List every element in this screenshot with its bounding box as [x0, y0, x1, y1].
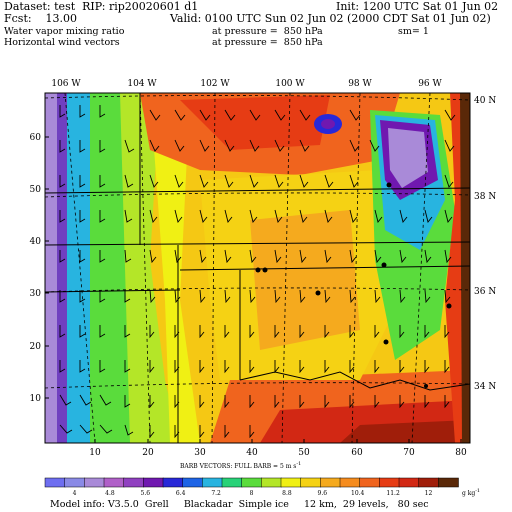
- fcst-line: Fcst: 13.00: [4, 12, 78, 25]
- station-dot: [255, 267, 261, 273]
- x-tick-label: 40: [246, 448, 258, 458]
- lat-label: 38 N: [474, 192, 496, 202]
- state-boundaries: [45, 93, 470, 443]
- lat-label: 36 N: [474, 287, 496, 297]
- lon-label: 98 W: [348, 79, 372, 89]
- lon-label: 104 W: [127, 79, 157, 89]
- lon-label: 106 W: [51, 79, 81, 89]
- colorbar-swatch: [241, 477, 263, 488]
- colorbar-label: 12: [425, 490, 433, 497]
- colorbar-swatch: [103, 477, 125, 488]
- lon-label: 96 W: [418, 79, 442, 89]
- colorbar-swatch: [438, 477, 459, 488]
- colorbar-label: 10.4: [351, 490, 365, 497]
- colorbar-label: 7.2: [211, 490, 221, 497]
- lon-label: 100 W: [275, 79, 305, 89]
- x-tick-label: 20: [142, 448, 154, 458]
- colorbar-label: 5.6: [141, 490, 151, 497]
- station-dot: [262, 267, 268, 273]
- longitude-labels: 106 W 104 W 102 W 100 W 98 W 96 W: [51, 79, 442, 89]
- colorbar-labels: 4 4.8 5.6 6.4 7.2 8 8.8 9.6 10.4 11.2 12: [73, 490, 433, 497]
- station-dot: [446, 303, 452, 309]
- colorbar-swatch: [280, 477, 302, 488]
- init-line: Init: 1200 UTC Sat 01 Jun 02: [336, 0, 499, 13]
- x-tick-label: 80: [455, 448, 467, 458]
- station-markers: [255, 182, 452, 388]
- colorbar-swatch: [418, 477, 440, 488]
- colorbar-swatch: [202, 477, 223, 488]
- colorbar-swatch: [143, 477, 164, 488]
- axis-ticks: [45, 136, 462, 443]
- latitude-labels: 40 N 38 N 36 N 34 N: [474, 96, 496, 392]
- x-tick-label: 30: [194, 448, 206, 458]
- colorbar-swatch: [379, 477, 400, 488]
- station-dot: [315, 290, 321, 296]
- colorbar-unit: g kg-1: [462, 488, 480, 497]
- model-info-footer: Model info: V3.5.0 Grell Blackadar Simpl…: [50, 499, 429, 510]
- barb-vectors-note: BARB VECTORS: FULL BARB = 5 m s-1: [180, 461, 301, 470]
- colorbar-label: 9.6: [318, 490, 328, 497]
- x-tick-label: 10: [89, 448, 101, 458]
- colorbar-label: 4.8: [105, 490, 115, 497]
- colorbar-label: 8: [250, 490, 254, 497]
- colorbar-swatch: [320, 477, 341, 488]
- station-dot: [383, 339, 389, 345]
- colorbar-swatch: [84, 477, 105, 488]
- colorbar-swatch: [261, 477, 282, 488]
- field2-level: at pressure = 850 hPa: [212, 37, 323, 48]
- colorbar-swatch: [64, 477, 86, 488]
- colorbar: [44, 477, 459, 488]
- x-tick-label: 70: [403, 448, 415, 458]
- station-dot: [386, 182, 392, 188]
- colorbar-swatch: [44, 477, 66, 488]
- station-dot: [424, 384, 428, 388]
- colorbar-swatch: [221, 477, 243, 488]
- field1-level: at pressure = 850 hPa: [212, 26, 323, 37]
- y-tick-label: 30: [30, 289, 42, 299]
- colorbar-swatch: [182, 477, 204, 488]
- field2-name: Horizontal wind vectors: [4, 37, 120, 48]
- colorbar-swatch: [123, 477, 145, 488]
- field1-extra: sm= 1: [398, 26, 429, 37]
- colorbar-swatch: [162, 477, 184, 488]
- colorbar-label: 6.4: [176, 490, 186, 497]
- y-tick-label: 40: [30, 237, 42, 247]
- wind-barbs: [59, 105, 456, 439]
- y-tick-label: 50: [30, 185, 42, 195]
- field1-name: Water vapor mixing ratio: [4, 26, 125, 37]
- plot-frame: [44, 92, 471, 444]
- colorbar-swatch: [300, 477, 322, 488]
- colorbar-swatch: [339, 477, 361, 488]
- y-tick-label: 60: [30, 133, 42, 143]
- x-tick-label: 50: [298, 448, 310, 458]
- colorbar-swatch: [359, 477, 381, 488]
- lon-label: 102 W: [200, 79, 230, 89]
- y-tick-label: 20: [30, 342, 42, 352]
- lat-label: 34 N: [474, 382, 496, 392]
- y-axis-labels: 60 50 40 30 20 10: [30, 133, 42, 404]
- colorbar-label: 8.8: [282, 490, 292, 497]
- graticule: [45, 93, 470, 443]
- x-axis-labels: 10 20 30 40 50 60 70 80: [89, 448, 467, 458]
- colorbar-label: 4: [73, 490, 77, 497]
- lat-label: 40 N: [474, 96, 496, 106]
- colorbar-swatch: [398, 477, 420, 488]
- x-tick-label: 60: [351, 448, 363, 458]
- dataset-line: Dataset: test RIP: rip20020601 d1: [4, 0, 199, 13]
- y-tick-label: 10: [30, 394, 42, 404]
- station-dot: [381, 262, 387, 268]
- valid-line: Valid: 0100 UTC Sun 02 Jun 02 (2000 CDT …: [170, 12, 491, 25]
- colorbar-label: 11.2: [386, 490, 400, 497]
